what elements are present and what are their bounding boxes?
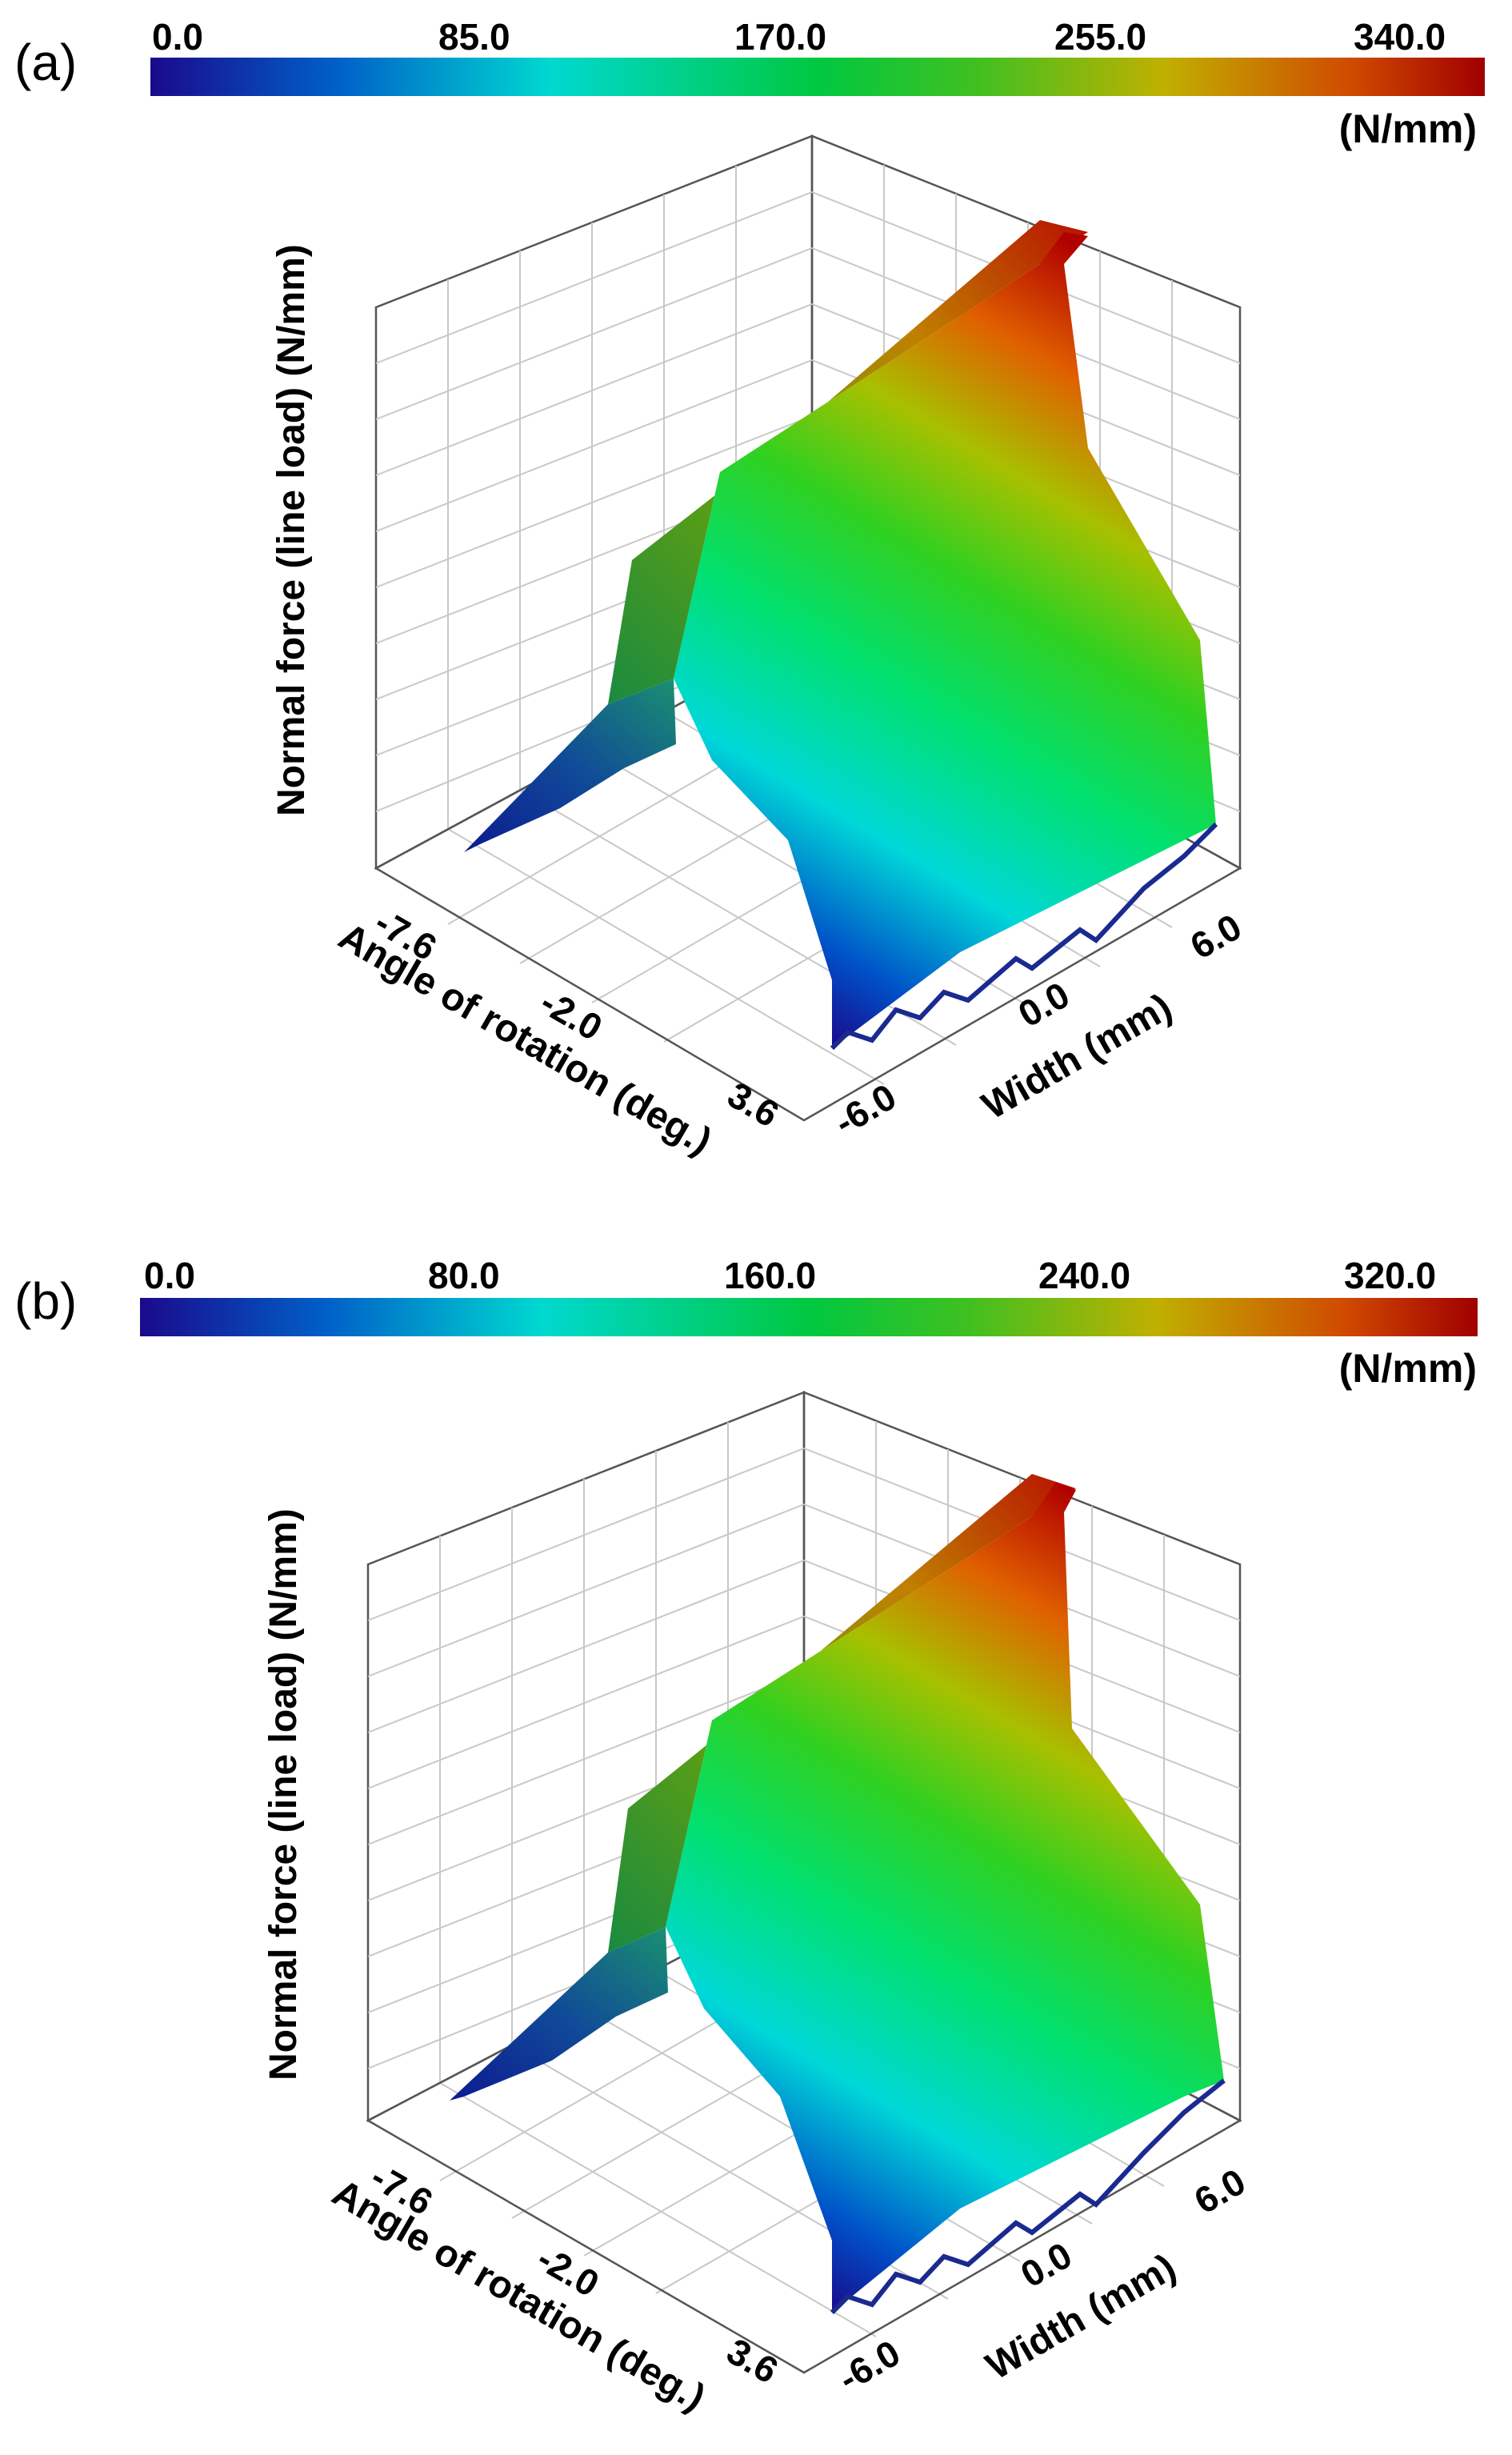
panel-b: (b) 0.0 80.0 160.0 240.0 320.0 (N/mm)	[14, 1255, 1478, 2419]
panel-a-z-axis-title: Normal force (line load) (N/mm)	[270, 244, 313, 816]
panel-a-x-axis-title: Angle of rotation (deg.)	[332, 915, 719, 1163]
panel-b-y-axis-title: Width (mm)	[979, 2246, 1183, 2389]
panel-b-cb-tick-2: 160.0	[724, 1255, 816, 1296]
panel-b-surface-ridge	[608, 1474, 1076, 1952]
panel-a-label: (a)	[14, 34, 77, 91]
panel-b-surface	[450, 1474, 1226, 2315]
panel-a-surface-ridge	[608, 220, 1088, 704]
panel-a-cb-tick-3: 255.0	[1054, 16, 1146, 58]
panel-b-y-tick-1: 0.0	[1014, 2234, 1078, 2296]
panel-a-y-tick-0: -6.0	[827, 1075, 903, 1143]
panel-b-colorbar	[140, 1298, 1478, 1336]
panel-b-colorbar-unit: (N/mm)	[1339, 1346, 1477, 1391]
panel-b-x-ticks: -7.6 -2.0 3.6	[364, 2156, 785, 2392]
panel-b-label: (b)	[14, 1272, 77, 1330]
panel-a-surface-main	[674, 232, 1216, 1048]
panel-a-colorbar-unit: (N/mm)	[1339, 106, 1477, 151]
panel-b-cb-tick-1: 80.0	[428, 1255, 500, 1296]
panel-a-cb-tick-1: 85.0	[438, 16, 510, 58]
panel-a-cb-tick-2: 170.0	[734, 16, 826, 58]
panel-b-x-tick-2: 3.6	[720, 2330, 785, 2392]
panel-a-x-ticks: -7.6 -2.0 3.6	[368, 901, 786, 1135]
panel-a-x-tick-2: 3.6	[721, 1074, 786, 1135]
panel-a-y-tick-2: 6.0	[1183, 906, 1248, 967]
panel-b-z-axis-title: Normal force (line load) (N/mm)	[262, 1508, 305, 2081]
panel-b-cb-tick-4: 320.0	[1344, 1255, 1436, 1296]
panel-a-cb-tick-4: 340.0	[1354, 16, 1446, 58]
panel-b-surface-low-region	[450, 1927, 668, 2101]
panel-a-y-axis-title: Width (mm)	[975, 986, 1179, 1128]
panel-b-cb-tick-3: 240.0	[1038, 1255, 1130, 1296]
panel-b-cb-tick-0: 0.0	[144, 1255, 195, 1296]
panel-b-colorbar-ticks: 0.0 80.0 160.0 240.0 320.0	[144, 1255, 1436, 1296]
panel-a-y-tick-1: 0.0	[1011, 974, 1076, 1035]
panel-a-surface-low-region	[464, 679, 676, 852]
panel-a-surface	[464, 220, 1218, 1051]
panel-b-y-tick-0: -6.0	[831, 2332, 907, 2400]
panel-a-colorbar-ticks: 0.0 85.0 170.0 255.0 340.0	[152, 16, 1446, 58]
panel-a: (a) 0.0 85.0 170.0 255.0 340.0 (N/mm)	[14, 16, 1485, 1163]
panel-a-colorbar	[150, 58, 1485, 96]
panel-b-y-tick-2: 6.0	[1187, 2161, 1252, 2222]
panel-a-cb-tick-0: 0.0	[152, 16, 203, 58]
panel-b-surface-main	[666, 1482, 1224, 2313]
